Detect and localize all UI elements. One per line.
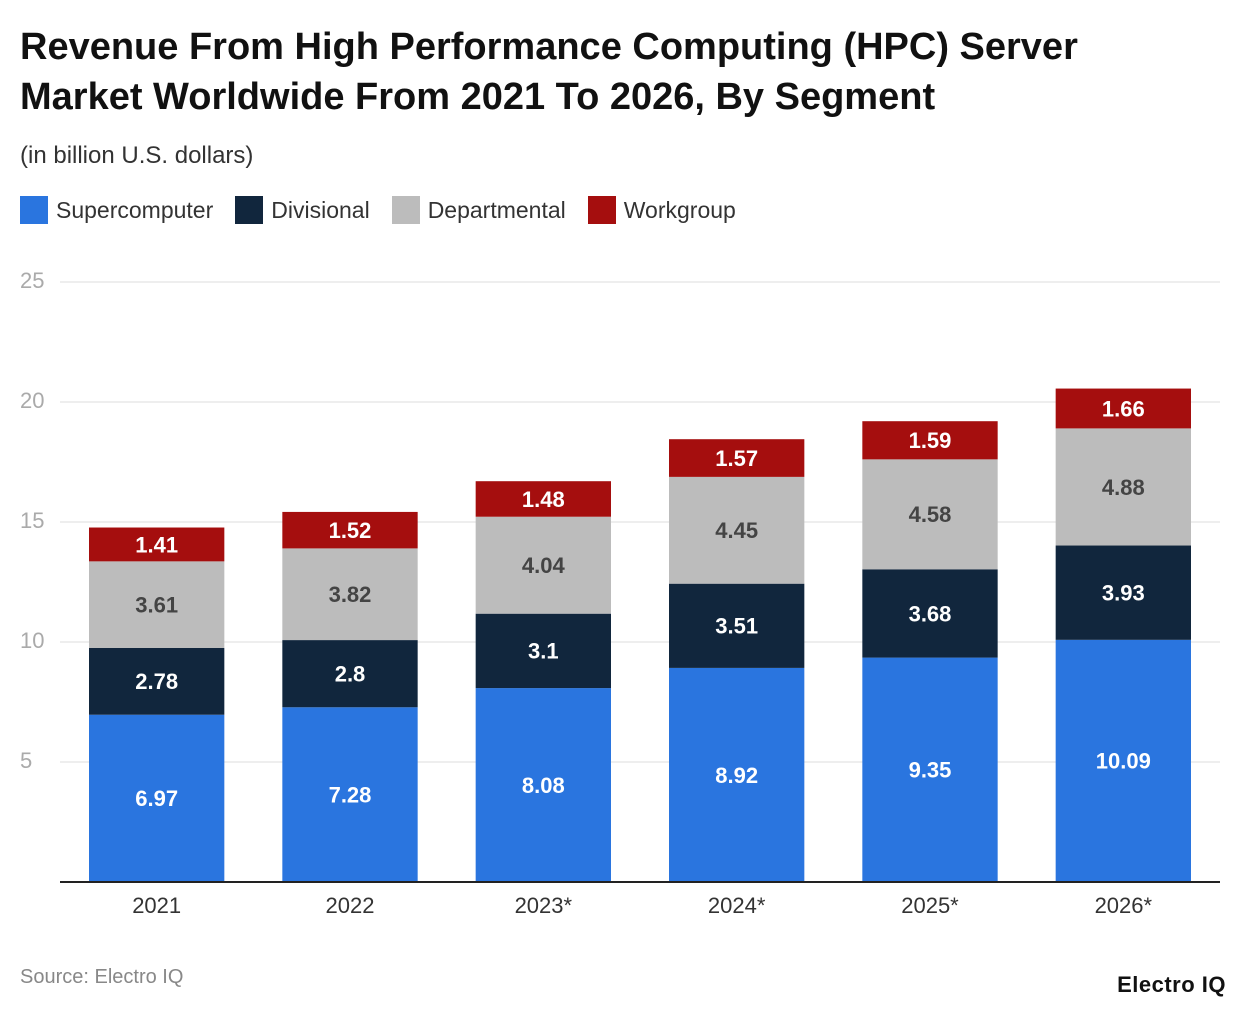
data-label: 8.92 [715,763,758,788]
legend-item: Supercomputer [20,196,213,224]
bar-segment [475,481,611,517]
legend-label: Supercomputer [56,196,214,223]
data-label: 2.78 [135,669,178,694]
bar-segment [862,421,998,460]
data-label: 1.52 [329,518,372,543]
legend-swatch [235,196,264,224]
data-label: 3.68 [909,601,952,626]
legend: Supercomputer Divisional Departmental Workg… [20,196,736,224]
data-label: 3.93 [1102,580,1145,605]
data-label: 9.35 [909,758,952,783]
data-label: 4.88 [1102,475,1145,500]
data-label: 3.51 [715,614,758,639]
x-tick-label: 2023* [515,893,573,918]
legend-label: Departmental [427,196,566,223]
bar-segment [475,516,611,614]
legend-label: Workgroup [623,196,736,223]
y-tick-label: 15 [20,508,44,533]
chart-subtitle: (in billion U.S. dollars) [20,142,254,169]
data-label: 3.61 [135,592,178,617]
bar-segment [1055,388,1191,429]
x-tick-label: 2021 [132,893,181,918]
data-label: 4.45 [715,518,758,543]
bar-segment [669,439,805,477]
data-label: 7.28 [329,782,372,807]
bar-segment [282,548,418,641]
legend-swatch [391,196,420,224]
legend-label: Divisional [271,196,370,223]
bar-segment [1055,639,1191,882]
bar-segment [669,583,805,668]
bar-segment [669,667,805,882]
bar-segment [89,648,225,715]
legend-item: Departmental [391,196,566,224]
bar-segment [862,569,998,658]
data-label: 1.41 [135,532,178,557]
chart-title: Revenue From High Performance Computing … [20,26,1078,118]
data-label: 1.48 [522,487,565,512]
bar-segment [89,527,225,562]
bar-segment [475,688,611,882]
x-tick-label: 2026* [1095,893,1153,918]
legend-item: Workgroup [587,196,736,224]
data-label: 2.8 [335,661,366,686]
bar-segment [475,613,611,689]
data-label: 8.08 [522,773,565,798]
logo: Electro IQ [1117,972,1226,997]
legend-item: Divisional [235,196,370,224]
bar-segment [862,657,998,882]
bar-segment [862,459,998,570]
data-label: 4.58 [909,502,952,527]
x-tick-label: 2022 [326,893,375,918]
bar-segment [282,511,418,549]
data-label: 1.66 [1102,396,1145,421]
data-label: 3.82 [329,582,372,607]
x-tick-label: 2025* [901,893,959,918]
data-label: 3.1 [528,639,559,664]
x-tick-label: 2024* [708,893,766,918]
y-tick-label: 5 [20,748,32,773]
data-label: 1.57 [715,446,758,471]
y-tick-label: 20 [20,388,44,413]
y-tick-label: 10 [20,628,44,653]
data-label: 6.97 [135,786,178,811]
bar-segment [89,714,225,882]
bar-segment [282,640,418,708]
data-label: 1.59 [909,428,952,453]
bar-segment [282,707,418,882]
bar-segment [1055,428,1191,546]
y-tick-label: 25 [20,268,44,293]
source: Source: Electro IQ [20,966,184,988]
data-label: 10.09 [1096,749,1151,774]
bar-segment [1055,545,1191,640]
bar-segment [89,561,225,648]
bar-segment [669,476,805,584]
data-label: 4.04 [522,553,566,578]
legend-swatch [20,196,48,224]
legend-swatch [587,196,616,224]
